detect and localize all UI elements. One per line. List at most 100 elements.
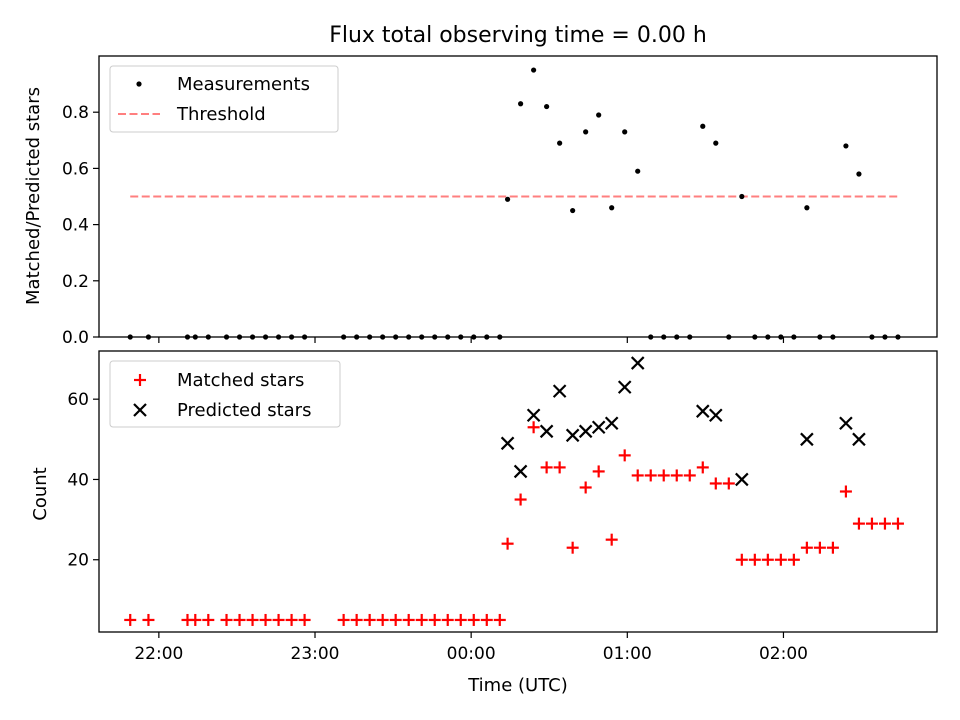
predicted-star-point <box>695 404 710 418</box>
x-tick-label: 22:00 <box>134 644 183 664</box>
matched-star-point <box>852 517 865 530</box>
measurement-point <box>354 334 360 340</box>
bottom-y-axis-label: Count <box>30 467 51 520</box>
measurement-point <box>497 334 503 340</box>
measurement-point <box>648 334 654 340</box>
chart-title: Flux total observing time = 0.00 h <box>329 23 707 48</box>
x-tick-label: 23:00 <box>291 644 340 664</box>
top-plot-area <box>127 67 901 340</box>
predicted-star-point <box>500 436 515 451</box>
measurement-point <box>895 334 901 340</box>
measurement-point <box>301 334 308 340</box>
matched-star-point <box>142 613 155 626</box>
measurement-point <box>830 334 836 340</box>
predicted-star-point <box>852 432 866 447</box>
matched-star-point <box>722 477 735 490</box>
matched-star-point <box>350 613 363 626</box>
predicted-star-point <box>513 464 528 479</box>
predicted-star-point <box>565 428 580 443</box>
matched-star-point <box>579 481 592 494</box>
matched-star-point <box>493 613 506 626</box>
measurement-point <box>596 112 602 118</box>
matched-star-point <box>540 461 553 474</box>
matched-star-point <box>631 469 644 482</box>
bottom-y-tick-label: 40 <box>67 470 89 490</box>
bottom-axes: 20 40 60 22:00 23:00 00:00 01:00 02:00 Count T… <box>30 350 938 696</box>
measurement-point <box>275 334 282 340</box>
measurement-point <box>145 334 152 340</box>
measurement-point <box>432 334 438 340</box>
legend-predicted-label: Predicted stars <box>177 400 311 421</box>
measurement-point <box>622 129 628 135</box>
matched-star-point <box>878 517 891 530</box>
matched-star-point <box>428 613 441 626</box>
measurement-point <box>504 196 511 202</box>
measurement-point <box>687 334 693 340</box>
measurement-point <box>262 334 269 340</box>
matched-star-point <box>124 613 137 626</box>
predicted-star-point <box>735 472 749 487</box>
measurement-point <box>236 334 243 340</box>
legend-measurements-marker <box>136 81 142 87</box>
measurement-point <box>341 334 347 340</box>
matched-star-point <box>285 613 298 626</box>
measurement-point <box>471 334 477 340</box>
measurement-point <box>544 103 550 110</box>
matched-star-point <box>735 553 748 566</box>
matched-star-point <box>402 613 415 626</box>
measurement-point <box>765 334 771 340</box>
matched-star-point <box>259 613 272 626</box>
predicted-star-point <box>617 380 632 394</box>
matched-star-point <box>501 537 514 550</box>
matched-star-point <box>298 613 311 626</box>
matched-star-point <box>514 493 527 506</box>
measurement-point <box>484 334 490 340</box>
measurement-point <box>804 205 810 211</box>
x-tick-label: 01:00 <box>603 644 652 664</box>
matched-star-point <box>761 553 774 566</box>
matched-star-point <box>774 553 787 566</box>
measurement-point <box>518 101 524 107</box>
predicted-star-point <box>526 408 541 423</box>
bottom-y-ticks: 20 40 60 <box>67 390 99 571</box>
matched-star-point <box>748 553 761 566</box>
top-y-tick-label: 0.6 <box>62 159 89 179</box>
predicted-star-point <box>591 420 606 435</box>
measurement-point <box>739 193 745 200</box>
measurement-point <box>127 334 133 340</box>
measurement-point <box>223 334 230 340</box>
predicted-star-point <box>552 384 567 398</box>
measurement-point <box>869 334 875 340</box>
top-legend-box <box>109 65 339 133</box>
measurement-point <box>700 123 706 129</box>
bottom-legend: Matched stars Predicted stars <box>109 360 341 428</box>
matched-star-point <box>891 517 904 530</box>
top-y-tick-label: 0.8 <box>62 103 89 123</box>
measurement-point <box>531 67 537 73</box>
top-y-tick-label: 0.2 <box>62 272 89 292</box>
bottom-y-tick-label: 20 <box>67 551 89 571</box>
measurement-point <box>661 334 667 340</box>
matched-star-point <box>644 469 657 482</box>
predicted-star-point <box>578 424 593 439</box>
measurement-point <box>882 334 888 340</box>
matched-star-point <box>618 449 631 462</box>
measurement-point <box>557 140 563 146</box>
matched-star-point <box>233 613 246 626</box>
matched-star-point <box>787 553 800 566</box>
matched-star-point <box>566 541 579 554</box>
matched-star-point <box>709 477 722 490</box>
measurement-point <box>380 334 386 340</box>
top-y-tick-label: 0.4 <box>62 216 89 236</box>
top-y-ticks: 0.0 0.2 0.4 0.6 0.8 <box>62 103 99 348</box>
measurement-point <box>288 334 295 340</box>
top-y-tick-label: 0.0 <box>62 328 89 348</box>
matched-star-point <box>670 469 683 482</box>
top-y-axis-label: Matched/Predicted stars <box>23 87 44 305</box>
measurement-point <box>713 140 719 146</box>
legend-threshold-label: Threshold <box>176 104 266 125</box>
matched-star-point <box>220 613 233 626</box>
measurement-point <box>419 334 425 340</box>
matched-star-point <box>839 485 852 498</box>
